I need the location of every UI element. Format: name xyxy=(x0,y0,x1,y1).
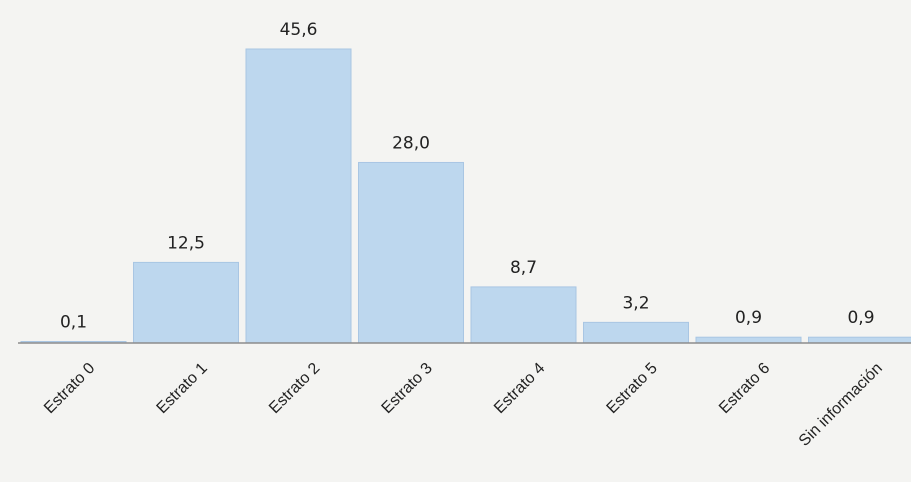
bar-estrato-6 xyxy=(695,336,802,344)
bar-sin-información xyxy=(808,336,911,344)
bar-estrato-3 xyxy=(358,161,464,344)
bar-estrato-4 xyxy=(470,286,577,344)
data-label: 0,9 xyxy=(735,308,762,328)
category-label: Estrato 6 xyxy=(716,360,773,417)
bar-estrato-2 xyxy=(245,48,352,344)
category-label: Sin información xyxy=(796,360,886,450)
category-label: Estrato 5 xyxy=(604,360,661,417)
data-label: 28,0 xyxy=(392,133,430,153)
bars-group xyxy=(20,48,911,344)
data-label: 3,2 xyxy=(622,293,649,313)
data-label: 45,6 xyxy=(280,20,318,40)
data-label: 0,9 xyxy=(847,308,874,328)
bar-estrato-5 xyxy=(583,321,689,344)
category-label: Estrato 0 xyxy=(41,360,98,417)
bar-estrato-1 xyxy=(133,261,239,344)
category-label: Estrato 2 xyxy=(266,360,323,417)
value-labels-group: 0,1 12,5 45,6 28,0 8,7 3,2 0,9 0,9 xyxy=(60,20,875,333)
data-label: 8,7 xyxy=(510,258,537,278)
data-label: 12,5 xyxy=(167,233,205,253)
category-label: Estrato 4 xyxy=(491,360,548,417)
category-label: Estrato 3 xyxy=(379,360,436,417)
data-label: 0,1 xyxy=(60,313,87,333)
category-label: Estrato 1 xyxy=(154,360,211,417)
category-labels-group: Estrato 0 Estrato 1 Estrato 2 Estrato 3 Estr… xyxy=(41,360,886,450)
